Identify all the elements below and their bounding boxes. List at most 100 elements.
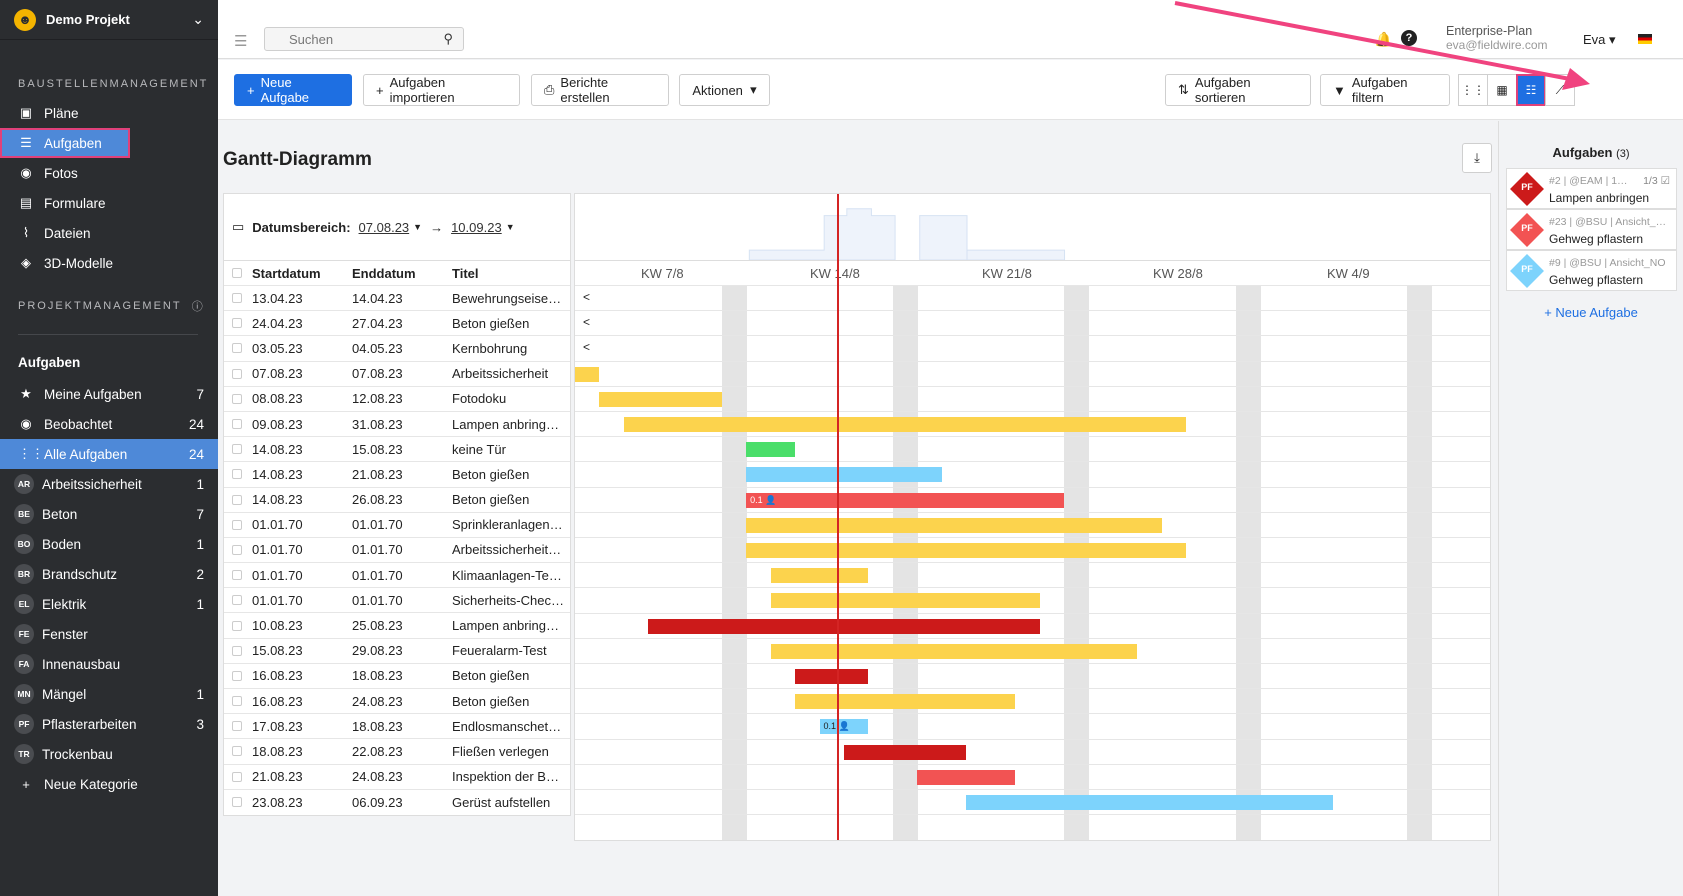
gantt-bar[interactable] <box>917 769 1016 785</box>
category-item[interactable]: EL Elektrik 1 <box>0 589 218 619</box>
search-input[interactable]: Suchen ⚲ <box>264 27 464 51</box>
create-reports-button[interactable]: ⎙ Berichte erstellen <box>531 74 669 106</box>
new-category-button[interactable]: + Neue Kategorie <box>0 769 218 799</box>
gantt-bar[interactable] <box>575 366 600 382</box>
category-item[interactable]: AR Arbeitssicherheit 1 <box>0 469 218 499</box>
help-circle-icon[interactable]: ⓘ <box>191 301 205 313</box>
column-end[interactable]: Enddatum <box>352 265 416 281</box>
row-checkbox[interactable] <box>232 368 242 379</box>
task-card[interactable]: PF #9 | @BSU | Ansicht_NO Gehweg pflaste… <box>1506 250 1677 291</box>
row-checkbox[interactable] <box>232 343 242 354</box>
filter-item[interactable]: ★ Meine Aufgaben 7 <box>0 379 218 409</box>
gantt-bar[interactable]: 0.1 👤 <box>746 492 1064 508</box>
row-checkbox[interactable] <box>232 595 242 606</box>
task-card[interactable]: PF #23 | @BSU | Ansicht_… Gehweg pflaste… <box>1506 209 1677 250</box>
actions-dropdown[interactable]: Aktionen ▾ <box>679 74 770 106</box>
calendar-view-icon[interactable]: ▦ <box>1487 74 1517 106</box>
gantt-bar[interactable] <box>746 543 1187 558</box>
gantt-bar[interactable] <box>843 744 967 760</box>
row-checkbox[interactable] <box>232 494 242 505</box>
gantt-bar[interactable] <box>623 417 1187 432</box>
table-row[interactable]: 01.01.70 01.01.70 Sprinkleranlagen-… <box>224 513 570 538</box>
sidebar-item-pl-ne[interactable]: ▣ Pläne <box>19 105 79 121</box>
category-item[interactable]: MN Mängel 1 <box>0 679 218 709</box>
table-row[interactable]: 09.08.23 31.08.23 Lampen anbringe… <box>224 412 570 438</box>
date-from-picker[interactable]: 07.08.23 <box>358 219 410 235</box>
table-row[interactable]: 07.08.23 07.08.23 Arbeitssicherheit <box>224 362 570 387</box>
row-checkbox[interactable] <box>232 645 242 656</box>
row-checkbox[interactable] <box>232 797 242 808</box>
category-item[interactable]: BO Boden 1 <box>0 529 218 559</box>
table-row[interactable]: 10.08.23 25.08.23 Lampen anbringe… <box>224 613 570 639</box>
sidebar-item-formulare[interactable]: ▤ Formulare <box>19 195 106 211</box>
import-tasks-button[interactable]: + Aufgaben importieren <box>363 74 520 106</box>
chart-view-icon[interactable]: ⟋ <box>1545 74 1575 106</box>
row-checkbox[interactable] <box>232 293 242 304</box>
sidebar-item-fotos[interactable]: ◉ Fotos <box>0 158 218 188</box>
table-row[interactable]: 01.01.70 01.01.70 Klimaanlagen-Tes… <box>224 563 570 589</box>
row-checkbox[interactable] <box>232 544 242 555</box>
date-to-picker[interactable]: 10.09.23 <box>451 219 502 235</box>
table-row[interactable]: 01.01.70 01.01.70 Arbeitssicherheit … <box>224 538 570 564</box>
table-row[interactable]: 14.08.23 26.08.23 Beton gießen <box>224 488 570 513</box>
table-row[interactable]: 01.01.70 01.01.70 Sicherheits-Chec… <box>224 588 570 614</box>
row-checkbox[interactable] <box>232 670 242 681</box>
new-task-link[interactable]: + Neue Aufgabe <box>1544 305 1638 320</box>
table-row[interactable]: 15.08.23 29.08.23 Feueralarm-Test <box>224 639 570 664</box>
gantt-bar[interactable] <box>746 442 796 458</box>
out-of-range-icon[interactable]: < <box>583 315 591 330</box>
hamburger-icon[interactable]: ☰ <box>234 33 248 50</box>
gantt-bar[interactable] <box>966 795 1333 810</box>
sort-tasks-button[interactable]: ⇅ Aufgaben sortieren <box>1165 74 1311 106</box>
gantt-bar[interactable] <box>770 643 1138 659</box>
help-icon[interactable]: ? <box>1401 30 1417 46</box>
row-checkbox[interactable] <box>232 771 242 782</box>
search-icon[interactable]: ⚲ <box>443 31 453 46</box>
gantt-view-icon[interactable]: ☷ <box>1516 74 1546 106</box>
category-item[interactable]: BE Beton 7 <box>0 499 218 529</box>
table-row[interactable]: 13.04.23 14.04.23 Bewehrungseisen… <box>224 286 570 312</box>
category-item[interactable]: PF Pflasterarbeiten 3 <box>0 709 218 739</box>
row-checkbox[interactable] <box>232 746 242 757</box>
row-checkbox[interactable] <box>232 721 242 732</box>
category-item[interactable]: BR Brandschutz 2 <box>0 559 218 589</box>
gantt-bar[interactable] <box>795 669 869 684</box>
gantt-bar[interactable] <box>648 618 1040 634</box>
sidebar-item-dateien[interactable]: ⌇ Dateien <box>0 218 218 248</box>
gantt-bar[interactable] <box>599 391 722 407</box>
row-checkbox[interactable] <box>232 444 242 455</box>
table-row[interactable]: 24.04.23 27.04.23 Beton gießen <box>224 311 570 337</box>
table-row[interactable]: 17.08.23 18.08.23 Endlosmanschett… <box>224 714 570 740</box>
grid-view-icon[interactable]: ⋮⋮ <box>1458 74 1488 106</box>
gantt-bar[interactable] <box>770 568 869 584</box>
table-row[interactable]: 21.08.23 24.08.23 Inspektion der Be… <box>224 765 570 790</box>
row-checkbox[interactable] <box>232 469 242 480</box>
table-row[interactable]: 16.08.23 18.08.23 Beton gießen <box>224 664 570 689</box>
gantt-bar[interactable] <box>746 517 1162 533</box>
row-checkbox[interactable] <box>232 696 242 707</box>
filter-item[interactable]: ⋮⋮ Alle Aufgaben 24 <box>0 439 218 469</box>
row-checkbox[interactable] <box>232 318 242 329</box>
bell-icon[interactable]: 🔔 <box>1375 31 1393 47</box>
table-row[interactable]: 14.08.23 15.08.23 keine Tür <box>224 437 570 463</box>
gantt-bar[interactable]: 0.1 👤 <box>819 719 869 735</box>
out-of-range-icon[interactable]: < <box>583 340 591 355</box>
table-row[interactable]: 08.08.23 12.08.23 Fotodoku <box>224 387 570 412</box>
table-row[interactable]: 23.08.23 06.09.23 Gerüst aufstellen <box>224 790 570 815</box>
category-item[interactable]: TR Trockenbau <box>0 739 218 769</box>
filter-item[interactable]: ◉ Beobachtet 24 <box>0 409 218 439</box>
row-checkbox[interactable] <box>232 620 242 631</box>
german-flag-icon[interactable] <box>1638 34 1652 44</box>
row-checkbox[interactable] <box>232 519 242 530</box>
gantt-bar[interactable] <box>795 694 1016 710</box>
column-start[interactable]: Startdatum <box>252 265 321 281</box>
table-row[interactable]: 16.08.23 24.08.23 Beton gießen <box>224 689 570 715</box>
download-icon[interactable]: ⤓ <box>1462 143 1492 173</box>
sidebar-item-aufgaben[interactable]: ☰ Aufgaben <box>0 128 130 158</box>
row-checkbox[interactable] <box>232 393 242 404</box>
gantt-bar[interactable] <box>770 593 1040 609</box>
out-of-range-icon[interactable]: < <box>583 290 591 304</box>
category-item[interactable]: FE Fenster <box>0 619 218 649</box>
row-checkbox[interactable] <box>232 419 242 430</box>
row-checkbox[interactable] <box>232 570 242 581</box>
